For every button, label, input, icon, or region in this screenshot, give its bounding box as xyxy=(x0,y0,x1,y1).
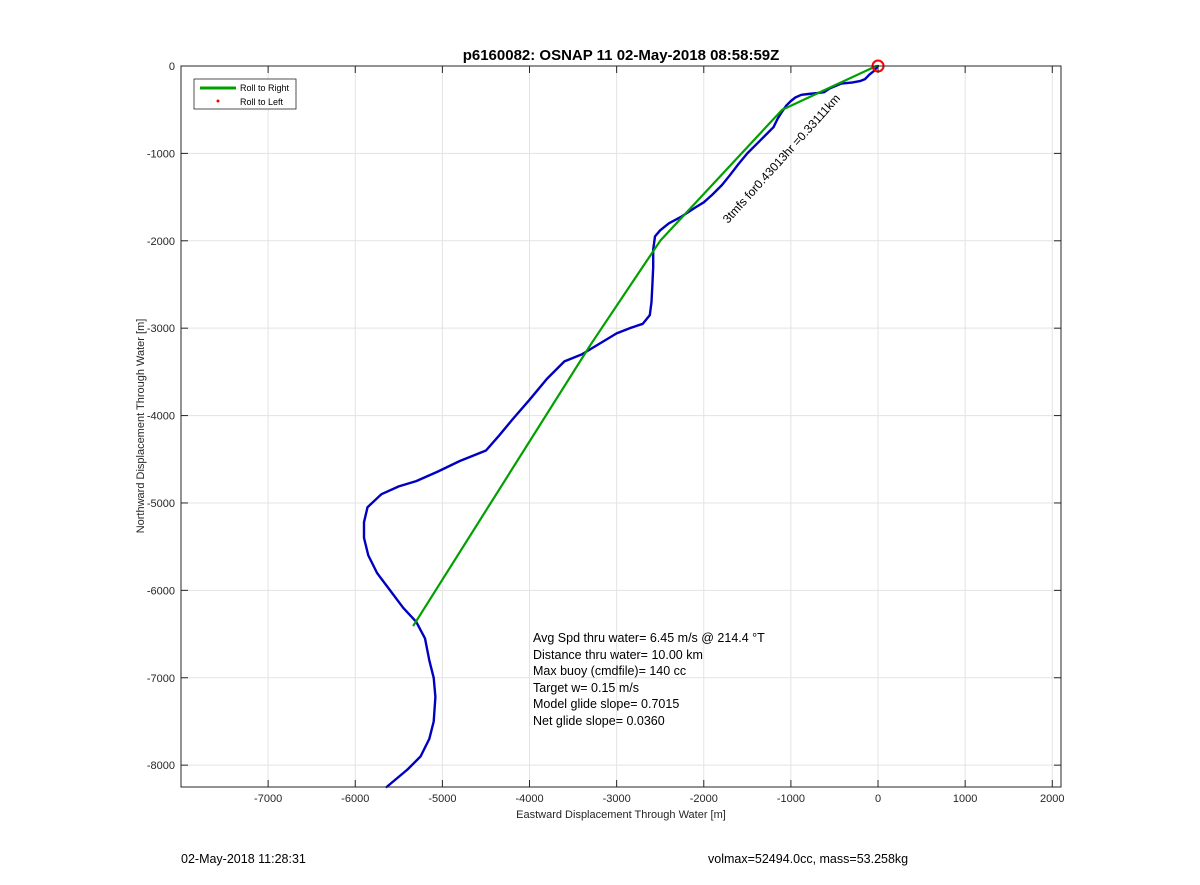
ticks-layer: -7000 -6000 -5000 -4000 -3000 -2000 -1000 0 1000… xyxy=(147,61,1065,805)
stat-target-w: Target w= 0.15 m/s xyxy=(533,681,639,695)
y-tick-label: -2000 xyxy=(147,236,175,248)
x-tick-label: -2000 xyxy=(690,793,718,805)
stat-model-glide: Model glide slope= 0.7015 xyxy=(533,697,679,711)
legend-label-roll-right: Roll to Right xyxy=(240,83,290,93)
y-tick-label: -4000 xyxy=(147,411,175,423)
y-tick-label: 0 xyxy=(169,61,175,73)
y-tick-label: -1000 xyxy=(147,148,175,160)
stats-block: Avg Spd thru water= 6.45 m/s @ 214.4 °T … xyxy=(533,631,765,728)
axes-frame xyxy=(180,65,1062,788)
roll-right-line xyxy=(412,64,878,627)
y-axis-label: Northward Displacement Through Water [m] xyxy=(135,319,147,534)
legend-swatch-roll-left xyxy=(216,99,220,103)
track-line xyxy=(362,64,880,789)
y-tick-label: -3000 xyxy=(147,323,175,335)
y-tick-label: -5000 xyxy=(147,498,175,510)
legend-label-roll-left: Roll to Left xyxy=(240,97,284,107)
stat-net-glide: Net glide slope= 0.0360 xyxy=(533,714,665,728)
x-tick-label: -4000 xyxy=(515,793,543,805)
x-tick-label: -6000 xyxy=(341,793,369,805)
y-tick-label: -6000 xyxy=(147,585,175,597)
grid xyxy=(181,65,1061,787)
x-axis-label: Eastward Displacement Through Water [m] xyxy=(516,809,726,821)
x-tick-label: 2000 xyxy=(1040,793,1064,805)
y-tick-label: -7000 xyxy=(147,673,175,685)
stat-max-buoy: Max buoy (cmdfile)= 140 cc xyxy=(533,664,686,678)
axes-box xyxy=(180,65,1062,788)
stat-avg-speed: Avg Spd thru water= 6.45 m/s @ 214.4 °T xyxy=(533,631,765,645)
x-tick-label: -1000 xyxy=(777,793,805,805)
x-tick-label: 1000 xyxy=(953,793,977,805)
x-tick-label: -3000 xyxy=(603,793,631,805)
x-tick-label: -5000 xyxy=(428,793,456,805)
stat-distance: Distance thru water= 10.00 km xyxy=(533,648,703,662)
y-tick-label: -8000 xyxy=(147,760,175,772)
x-tick-label: -7000 xyxy=(254,793,282,805)
footer-volmax-mass: volmax=52494.0cc, mass=53.258kg xyxy=(708,852,909,866)
x-tick-label: 0 xyxy=(875,793,881,805)
legend-box xyxy=(193,78,297,110)
legend: Roll to Right Roll to Left xyxy=(193,78,297,110)
footer-timestamp: 02-May-2018 11:28:31 xyxy=(181,852,306,866)
chart-title: p6160082: OSNAP 11 02-May-2018 08:58:59Z xyxy=(463,47,780,64)
